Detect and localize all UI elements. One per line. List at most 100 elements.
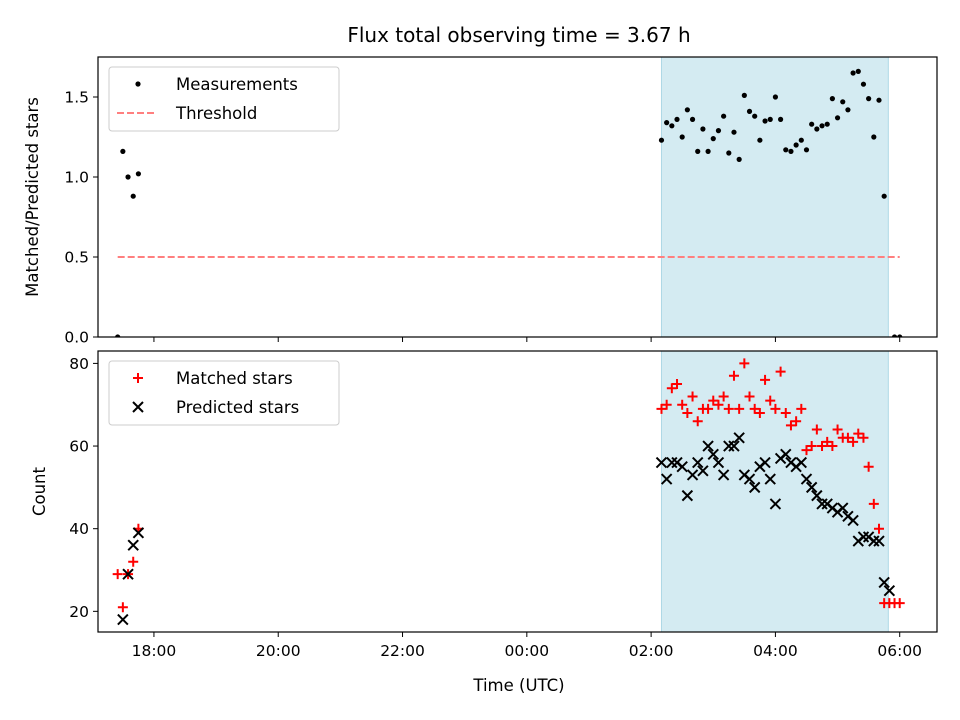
legend [108, 66, 340, 132]
matched-star-point [656, 403, 667, 414]
predicted-star-point [847, 514, 859, 527]
matched-star-point [775, 366, 786, 377]
predicted-star-point [712, 456, 725, 469]
x-tick-label: 06:00 [877, 642, 922, 660]
predicted-star-point [676, 460, 688, 473]
measurement-point [721, 113, 727, 119]
matched-star-point [863, 461, 874, 472]
predicted-star-point [873, 535, 885, 547]
measurement-point [741, 92, 747, 98]
measurement-point [793, 142, 799, 148]
measurement-point [819, 123, 825, 129]
measurement-point [881, 193, 887, 199]
chart-title: Flux total observing time = 3.67 h [347, 23, 690, 47]
y-tick-label: 1.5 [64, 89, 89, 107]
y-axis-label: Count [30, 466, 49, 516]
measurement-point [772, 94, 779, 100]
measurement-point [135, 171, 141, 177]
predicted-star-point [117, 613, 129, 626]
legend-item-measurements-swatch [135, 81, 141, 87]
measurement-point [855, 68, 861, 74]
measurement-point [726, 150, 732, 156]
measurement-point [120, 148, 126, 154]
matched-star-point [728, 370, 739, 381]
legend-item-matched-stars-swatch [133, 373, 143, 383]
matched-star-point [692, 416, 703, 427]
y-tick-label: 40 [69, 520, 89, 538]
measurement-point [710, 136, 716, 142]
matched-star-point [682, 407, 693, 418]
measurement-point [684, 107, 690, 113]
y-tick-label: 0.0 [64, 329, 89, 347]
matched-star-point [780, 407, 791, 418]
measurement-point [757, 137, 763, 143]
matched-star-point [858, 432, 869, 443]
legend-item-predicted-stars-swatch [132, 401, 144, 413]
shaded-interval [660, 56, 889, 338]
matched-star-point [822, 436, 833, 447]
matched-star-point [873, 523, 884, 534]
x-tick-label: 18:00 [132, 642, 177, 660]
predicted-star-point [811, 489, 823, 502]
legend-item-predicted-stars: Predicted stars [176, 398, 299, 417]
measurement-point [736, 156, 742, 162]
x-tick-label: 22:00 [380, 642, 425, 660]
measurement-point [809, 121, 815, 127]
measurement-point [767, 116, 773, 122]
matched-star-point [734, 403, 745, 414]
predicted-star-point [702, 440, 714, 452]
measurement-point [845, 107, 851, 113]
matched-star-point [672, 379, 683, 390]
bottom-panel: 20 40 60 80 18:00 20:00 22:00 00:00 02:00 04:00 06… [30, 350, 938, 660]
predicted-star-point [748, 481, 761, 494]
measurement-point [746, 108, 753, 114]
predicted-star-point [666, 456, 678, 469]
x-tick-label: 04:00 [753, 642, 798, 660]
predicted-star-point [743, 473, 756, 485]
measurement-point [658, 137, 665, 143]
predicted-star-point [686, 469, 699, 481]
predicted-star-point [759, 456, 771, 469]
legend-item-threshold: Threshold [175, 104, 257, 123]
matched-star-point [868, 498, 879, 509]
measurement-point [695, 148, 701, 154]
y-tick-label: 80 [69, 355, 89, 373]
measurement-point [871, 134, 877, 140]
predicted-star-point [857, 531, 870, 543]
predicted-star-point [723, 440, 735, 452]
measurement-point [125, 174, 131, 180]
x-tick-label: 20:00 [256, 642, 301, 660]
y-tick-label: 60 [69, 438, 89, 456]
measurement-point [777, 116, 784, 122]
matched-star-point [796, 403, 807, 414]
predicted-star-point [764, 473, 776, 485]
predicted-star-point [816, 498, 828, 510]
predicted-star-point [800, 473, 813, 485]
matched-star-point [806, 441, 817, 452]
measurement-point [891, 334, 898, 337]
predicted-star-point [692, 456, 704, 469]
measurement-point [840, 99, 846, 105]
predicted-star-point [883, 584, 896, 597]
matched-star-point [128, 556, 139, 567]
legend [108, 360, 340, 426]
matched-star-point [718, 391, 729, 402]
x-tick-label: 02:00 [629, 642, 674, 660]
matched-star-point [708, 395, 719, 406]
measurement-point [700, 126, 706, 132]
matched-star-point [723, 403, 734, 414]
measurement-point [115, 334, 121, 337]
matched-star-point [754, 407, 765, 418]
matched-star-point [827, 441, 838, 452]
predicted-star-point [122, 568, 134, 580]
matched-star-point [744, 391, 755, 402]
measurement-point [897, 334, 903, 337]
predicted-star-point [837, 502, 849, 514]
predicted-star-point [717, 469, 730, 481]
matched-star-point [811, 424, 822, 435]
measurement-point [731, 129, 737, 135]
matched-star-point [765, 395, 776, 406]
predicted-star-point [681, 489, 694, 502]
legend-item-measurements: Measurements [176, 75, 298, 94]
predicted-star-point [660, 473, 673, 485]
